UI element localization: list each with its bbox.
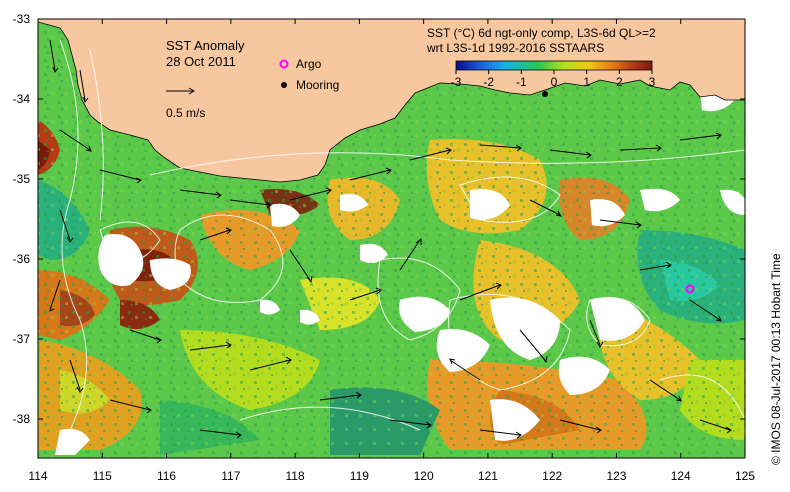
product-line-1: SST (°C) 6d ngt-only comp, L3S-6d QL>=2 xyxy=(427,26,656,40)
missing-data xyxy=(55,88,745,455)
latitude-axis: -33-34-35-36-37-38 xyxy=(13,12,745,426)
map-date: 28 Oct 2011 xyxy=(166,54,236,69)
mooring-legend-icon xyxy=(281,82,287,88)
colorbar-tick-label: -3 xyxy=(451,75,462,89)
lon-tick-label: 114 xyxy=(28,469,47,483)
map-field xyxy=(38,19,745,458)
colorbar-tick-label: -1 xyxy=(516,75,527,89)
lon-tick-label: 118 xyxy=(286,469,305,483)
plot-frame xyxy=(37,18,746,459)
colorbar-tick-label: 0 xyxy=(551,75,558,89)
lon-tick-label: 120 xyxy=(414,469,434,483)
lon-tick-label: 119 xyxy=(350,469,369,483)
argo-legend-label: Argo xyxy=(296,57,322,71)
product-line-2: wrt L3S-1d 1992-2016 SSTAARS xyxy=(426,41,604,55)
mooring-marker xyxy=(542,91,548,97)
lon-tick-label: 117 xyxy=(221,469,240,483)
colorbar-tick-label: 2 xyxy=(616,75,623,89)
lon-tick-label: 124 xyxy=(671,469,691,483)
lat-tick-label: -35 xyxy=(13,172,31,186)
lon-tick-label: 115 xyxy=(93,469,112,483)
lat-tick-label: -38 xyxy=(13,412,31,426)
lat-tick-label: -36 xyxy=(13,252,31,266)
colorbar-ramp xyxy=(455,60,653,71)
colorbar-tick-label: -2 xyxy=(483,75,494,89)
lon-tick-label: 121 xyxy=(478,469,498,483)
lon-tick-label: 116 xyxy=(157,469,176,483)
colorbar: -3 -2 -1 0 1 2 3 xyxy=(451,60,656,89)
lat-tick-label: -34 xyxy=(13,92,31,106)
vector-scale-label: 0.5 m/s xyxy=(166,106,205,120)
credit-text: © IMOS 08-Jul-2017 00:13 Hobart Time xyxy=(769,253,783,465)
lon-tick-label: 123 xyxy=(606,469,626,483)
longitude-axis: 114 115 116 117 118 119 120 121 122 123 124 125 xyxy=(28,19,755,483)
map-title: SST Anomaly xyxy=(166,38,245,53)
australia-coastline xyxy=(38,19,745,183)
colorbar-tick-label: 3 xyxy=(649,75,656,89)
lat-tick-label: -37 xyxy=(13,332,31,346)
current-vectors xyxy=(49,39,732,439)
mooring-legend-label: Mooring xyxy=(296,78,339,92)
argo-float-marker xyxy=(685,284,695,294)
argo-legend-icon xyxy=(279,59,289,69)
lon-tick-label: 122 xyxy=(542,469,562,483)
lon-tick-label: 125 xyxy=(735,469,755,483)
vector-scale: 0.5 m/s xyxy=(166,87,205,120)
lat-tick-label: -33 xyxy=(13,12,31,26)
colorbar-tick-label: 1 xyxy=(583,75,590,89)
marker-legend: Argo Mooring xyxy=(279,57,339,92)
colorbar-ticks: -3 -2 -1 0 1 2 3 xyxy=(451,70,656,89)
